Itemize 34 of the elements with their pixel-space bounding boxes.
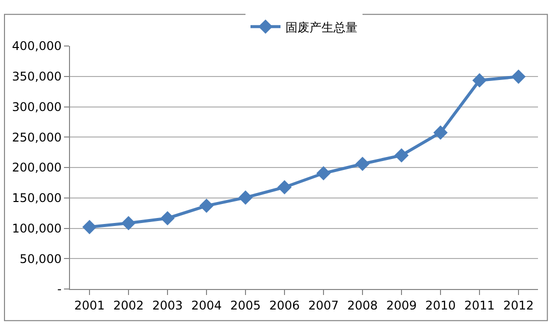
x-tick-label: 2007: [308, 298, 339, 312]
point: [511, 70, 526, 84]
y-tick-label: 200,000: [12, 160, 62, 175]
point: [199, 198, 214, 213]
y-tick-label: 150,000: [12, 191, 62, 206]
y-tick-label: 100,000: [12, 221, 62, 236]
x-tick-label: 2006: [269, 298, 300, 312]
point: [121, 216, 136, 230]
y-tick-label: -: [57, 282, 62, 296]
x-tick-label: 2010: [425, 298, 456, 312]
y-tick-label: 400,000: [12, 39, 62, 54]
x-tick-label: 2009: [386, 298, 417, 312]
x-tick-label: 2005: [230, 298, 261, 312]
point: [394, 148, 409, 162]
y-tick-label: 250,000: [12, 130, 62, 144]
point: [433, 125, 448, 140]
x-tick-label: 2002: [113, 298, 144, 312]
point: [238, 190, 253, 205]
point: [355, 156, 370, 172]
legend-label: 固废产生总量: [286, 20, 358, 34]
y-tick-label: 50,000: [20, 252, 62, 266]
y-tick-label: 350,000: [12, 70, 62, 84]
point: [472, 73, 487, 88]
point: [160, 211, 175, 226]
y-tick-label: 300,000: [12, 100, 62, 114]
x-tick-label: 2003: [152, 298, 183, 312]
point: [82, 220, 97, 234]
x-tick-label: 2008: [347, 298, 378, 312]
point: [277, 180, 292, 194]
x-tick-label: 2011: [464, 298, 495, 312]
x-tick-label: 2004: [191, 298, 222, 312]
x-tick-label: 2012: [503, 298, 534, 312]
x-tick-label: 2001: [74, 298, 105, 312]
point: [316, 166, 331, 180]
